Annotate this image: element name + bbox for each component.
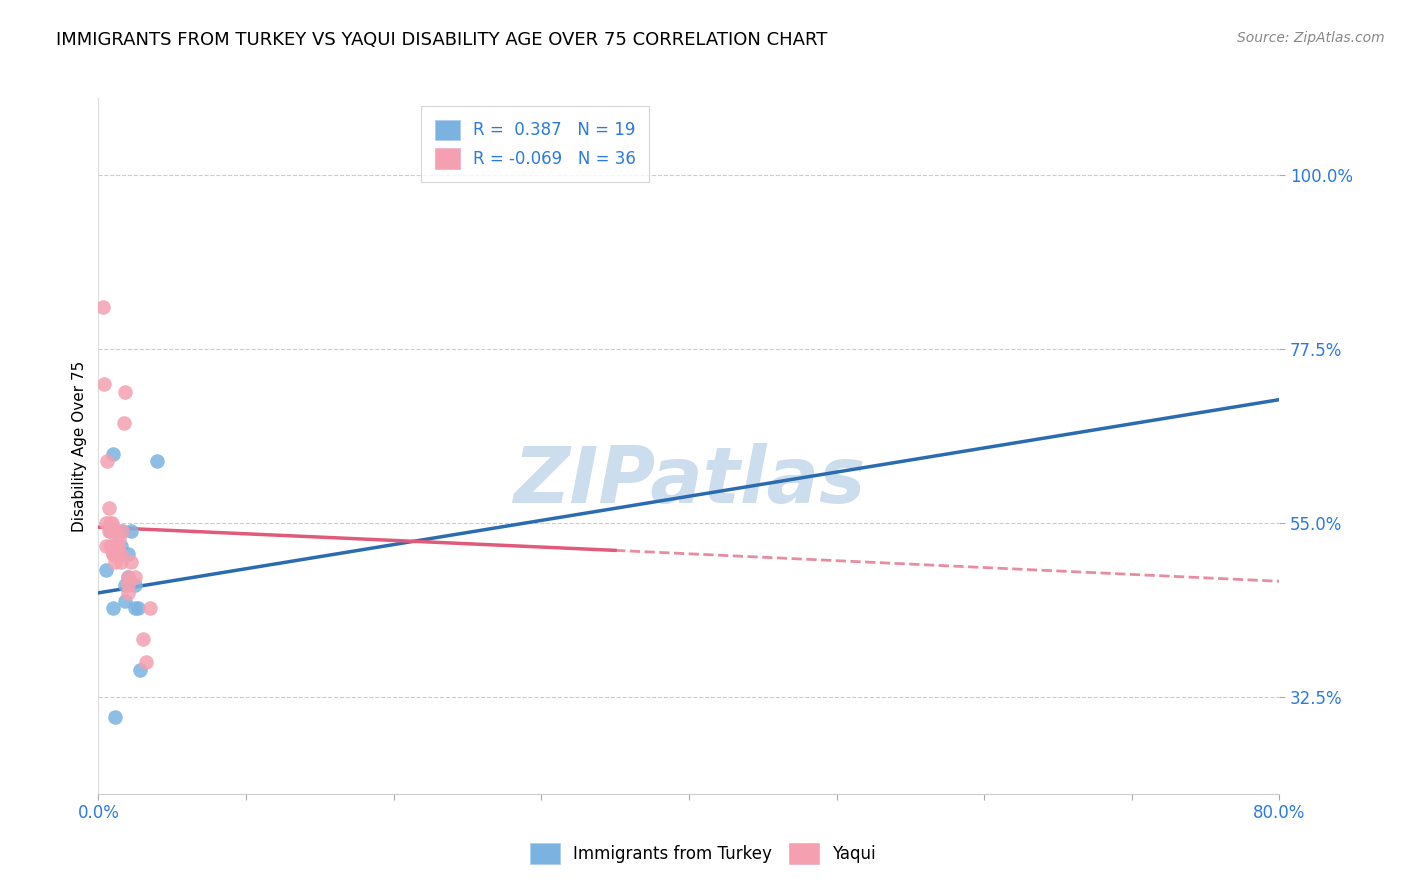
- Point: [120, 555, 142, 569]
- Text: IMMIGRANTS FROM TURKEY VS YAQUI DISABILITY AGE OVER 75 CORRELATION CHART: IMMIGRANTS FROM TURKEY VS YAQUI DISABILI…: [56, 31, 828, 49]
- Point: [104, 540, 127, 554]
- Point: [117, 570, 139, 584]
- Text: ZIPatlas: ZIPatlas: [513, 442, 865, 519]
- Point: [120, 524, 142, 538]
- Point: [112, 416, 135, 430]
- Point: [146, 454, 169, 468]
- Point: [97, 500, 120, 515]
- Text: Source: ZipAtlas.com: Source: ZipAtlas.com: [1237, 31, 1385, 45]
- Point: [98, 524, 121, 538]
- Point: [98, 516, 121, 531]
- Point: [98, 540, 121, 554]
- Point: [117, 547, 139, 561]
- Point: [124, 578, 146, 592]
- Point: [124, 601, 146, 615]
- Point: [117, 570, 139, 584]
- Point: [105, 524, 128, 538]
- Point: [111, 524, 134, 538]
- Point: [117, 586, 139, 600]
- Point: [103, 547, 125, 561]
- Point: [105, 547, 128, 561]
- Point: [105, 540, 128, 554]
- Point: [93, 377, 115, 392]
- Point: [94, 516, 117, 531]
- Point: [107, 540, 129, 554]
- Point: [132, 632, 155, 647]
- Point: [104, 709, 127, 723]
- Point: [124, 570, 146, 584]
- Point: [104, 555, 127, 569]
- Point: [103, 540, 125, 554]
- Y-axis label: Disability Age Over 75: Disability Age Over 75: [72, 360, 87, 532]
- Point: [110, 540, 132, 554]
- Point: [103, 601, 125, 615]
- Point: [103, 524, 125, 538]
- Point: [114, 578, 136, 592]
- Point: [110, 547, 132, 561]
- Point: [110, 555, 132, 569]
- Point: [114, 593, 136, 607]
- Point: [107, 547, 129, 561]
- Point: [107, 547, 129, 561]
- Point: [94, 540, 117, 554]
- Point: [128, 663, 150, 677]
- Point: [127, 601, 149, 615]
- Legend: Immigrants from Turkey, Yaqui: Immigrants from Turkey, Yaqui: [523, 837, 883, 871]
- Point: [114, 384, 136, 399]
- Point: [108, 532, 131, 546]
- Point: [103, 447, 125, 461]
- Point: [100, 540, 122, 554]
- Point: [105, 524, 128, 538]
- Point: [139, 601, 162, 615]
- Point: [135, 656, 157, 670]
- Legend: R =  0.387   N = 19, R = -0.069   N = 36: R = 0.387 N = 19, R = -0.069 N = 36: [422, 106, 650, 182]
- Point: [111, 524, 134, 538]
- Point: [100, 516, 122, 531]
- Point: [117, 578, 139, 592]
- Point: [94, 563, 117, 577]
- Point: [103, 547, 125, 561]
- Point: [96, 454, 118, 468]
- Point: [91, 300, 114, 314]
- Point: [97, 524, 120, 538]
